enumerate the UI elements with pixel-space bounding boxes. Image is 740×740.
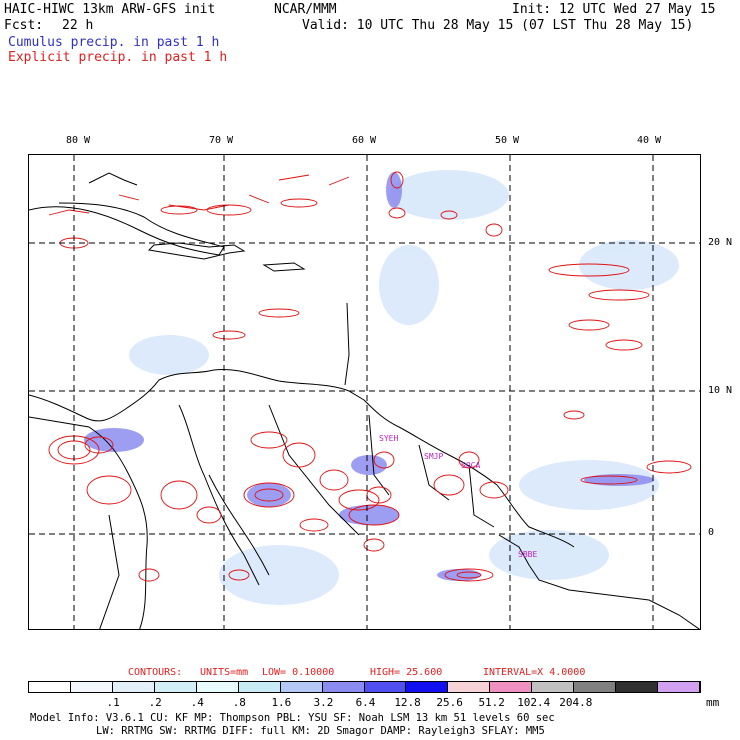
colorbar-unit: mm: [706, 696, 720, 709]
colorbar-tick-label: 204.8: [559, 696, 593, 709]
valid-time: Valid: 10 UTC Thu 28 May 15 (07 LST Thu …: [302, 18, 694, 33]
map-canvas: [29, 155, 700, 629]
colorbar-segment: [532, 682, 575, 692]
colorbar-tick-label: 1.6: [271, 696, 292, 709]
model-title: HAIC-HIWC 13km ARW-GFS init: [4, 2, 216, 17]
lat-lon-grid: [29, 155, 700, 629]
colorbar-segment: [406, 682, 449, 692]
colorbar-tick-label: .1: [106, 696, 120, 709]
cumulus-precip-shading: [129, 170, 679, 605]
contour-units: UNITS=mm: [200, 667, 249, 678]
lon-label-60w: 60 W: [352, 135, 377, 146]
precip-colorbar: [28, 681, 701, 693]
colorbar-segment: [154, 682, 197, 692]
colorbar-segment: [616, 682, 659, 692]
colorbar-tick-label: 12.8: [394, 696, 421, 709]
precip-map: SYEH SMJP SOCA SBBE: [28, 154, 701, 630]
legend-explicit: Explicit precip. in past 1 h: [8, 50, 228, 65]
colorbar-tick-label: 3.2: [313, 696, 334, 709]
cumulus-precip-heavy: [84, 172, 654, 581]
colorbar-tick-label: .8: [232, 696, 246, 709]
colorbar-segment: [280, 682, 323, 692]
colorbar-segment: [196, 682, 239, 692]
model-info-line2: LW: RRTMG SW: RRTMG DIFF: full KM: 2D Sm…: [96, 725, 545, 737]
contour-label: CONTOURS:: [128, 667, 183, 678]
contour-high: HIGH= 25.600: [370, 667, 443, 678]
colorbar-tick-label: 51.2: [478, 696, 505, 709]
site-label: SMJP: [424, 452, 444, 461]
forecast-hour: 22 h: [62, 18, 94, 33]
colorbar-tick-label: 102.4: [517, 696, 551, 709]
colorbar-tick-label: 25.6: [436, 696, 463, 709]
lon-label-70w: 70 W: [209, 135, 234, 146]
colorbar-segment: [658, 682, 700, 692]
site-label: SYEH: [379, 434, 399, 443]
init-time: Init: 12 UTC Wed 27 May 15: [512, 2, 716, 17]
colorbar-segment: [238, 682, 281, 692]
contour-low: LOW= 0.10000: [262, 667, 335, 678]
explicit-precip-contours: [48, 171, 692, 582]
colorbar-segment: [112, 682, 155, 692]
colorbar-segment: [29, 682, 71, 692]
coastlines: [29, 172, 700, 629]
colorbar-segment: [574, 682, 617, 692]
colorbar-segment: [364, 682, 407, 692]
colorbar-tick-label: 6.4: [355, 696, 376, 709]
lon-label-50w: 50 W: [495, 135, 520, 146]
lon-label-80w: 80 W: [66, 135, 91, 146]
site-label: SBBE: [518, 550, 538, 559]
lat-label-10n: 10 N: [708, 385, 733, 396]
organization-label: NCAR/MMM: [274, 2, 337, 17]
lon-label-40w: 40 W: [637, 135, 662, 146]
forecast-label: Fcst:: [4, 18, 44, 33]
colorbar-tick-label: .2: [148, 696, 162, 709]
colorbar-tick-label: .4: [190, 696, 204, 709]
contour-interval: INTERVAL=X 4.0000: [483, 667, 586, 678]
colorbar-segment: [322, 682, 365, 692]
colorbar-segment: [490, 682, 533, 692]
colorbar-segment: [448, 682, 491, 692]
lat-label-0: 0: [708, 527, 715, 538]
lat-label-20n: 20 N: [708, 237, 733, 248]
legend-cumulus: Cumulus precip. in past 1 h: [8, 35, 220, 50]
model-info-line1: Model Info: V3.6.1 CU: KF MP: Thompson P…: [30, 712, 555, 724]
site-label: SOCA: [461, 461, 481, 470]
colorbar-segment: [70, 682, 113, 692]
